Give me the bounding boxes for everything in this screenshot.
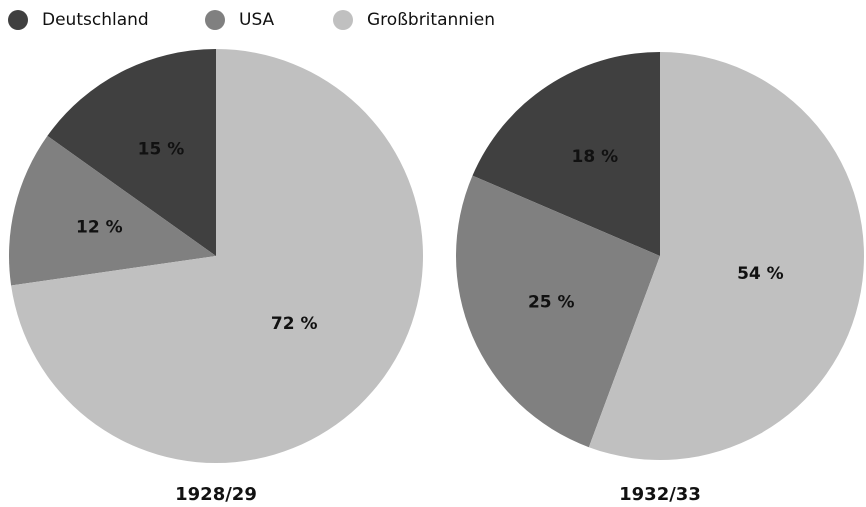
- pie-slice: [47, 49, 216, 256]
- pie-slice: [9, 135, 217, 286]
- legend-swatch: [205, 10, 225, 30]
- chart-title: 1928/29: [175, 484, 257, 505]
- chart-title: 1932/33: [619, 484, 701, 505]
- legend-swatch: [8, 10, 28, 30]
- data-label: 25 %: [528, 293, 575, 313]
- legend-label: Deutschland: [42, 10, 149, 30]
- data-label: 15 %: [138, 139, 185, 159]
- data-label: 72 %: [271, 314, 318, 334]
- legend-swatch: [333, 10, 353, 30]
- pie-slice: [588, 52, 865, 460]
- pie-slice: [455, 175, 660, 448]
- data-label: 54 %: [737, 264, 784, 284]
- pie-slice: [11, 49, 423, 463]
- data-label: 18 %: [572, 147, 619, 167]
- legend-label: USA: [239, 10, 275, 30]
- legend-label: Großbritannien: [367, 10, 495, 30]
- data-label: 12 %: [76, 218, 123, 238]
- pie-slice: [472, 52, 660, 256]
